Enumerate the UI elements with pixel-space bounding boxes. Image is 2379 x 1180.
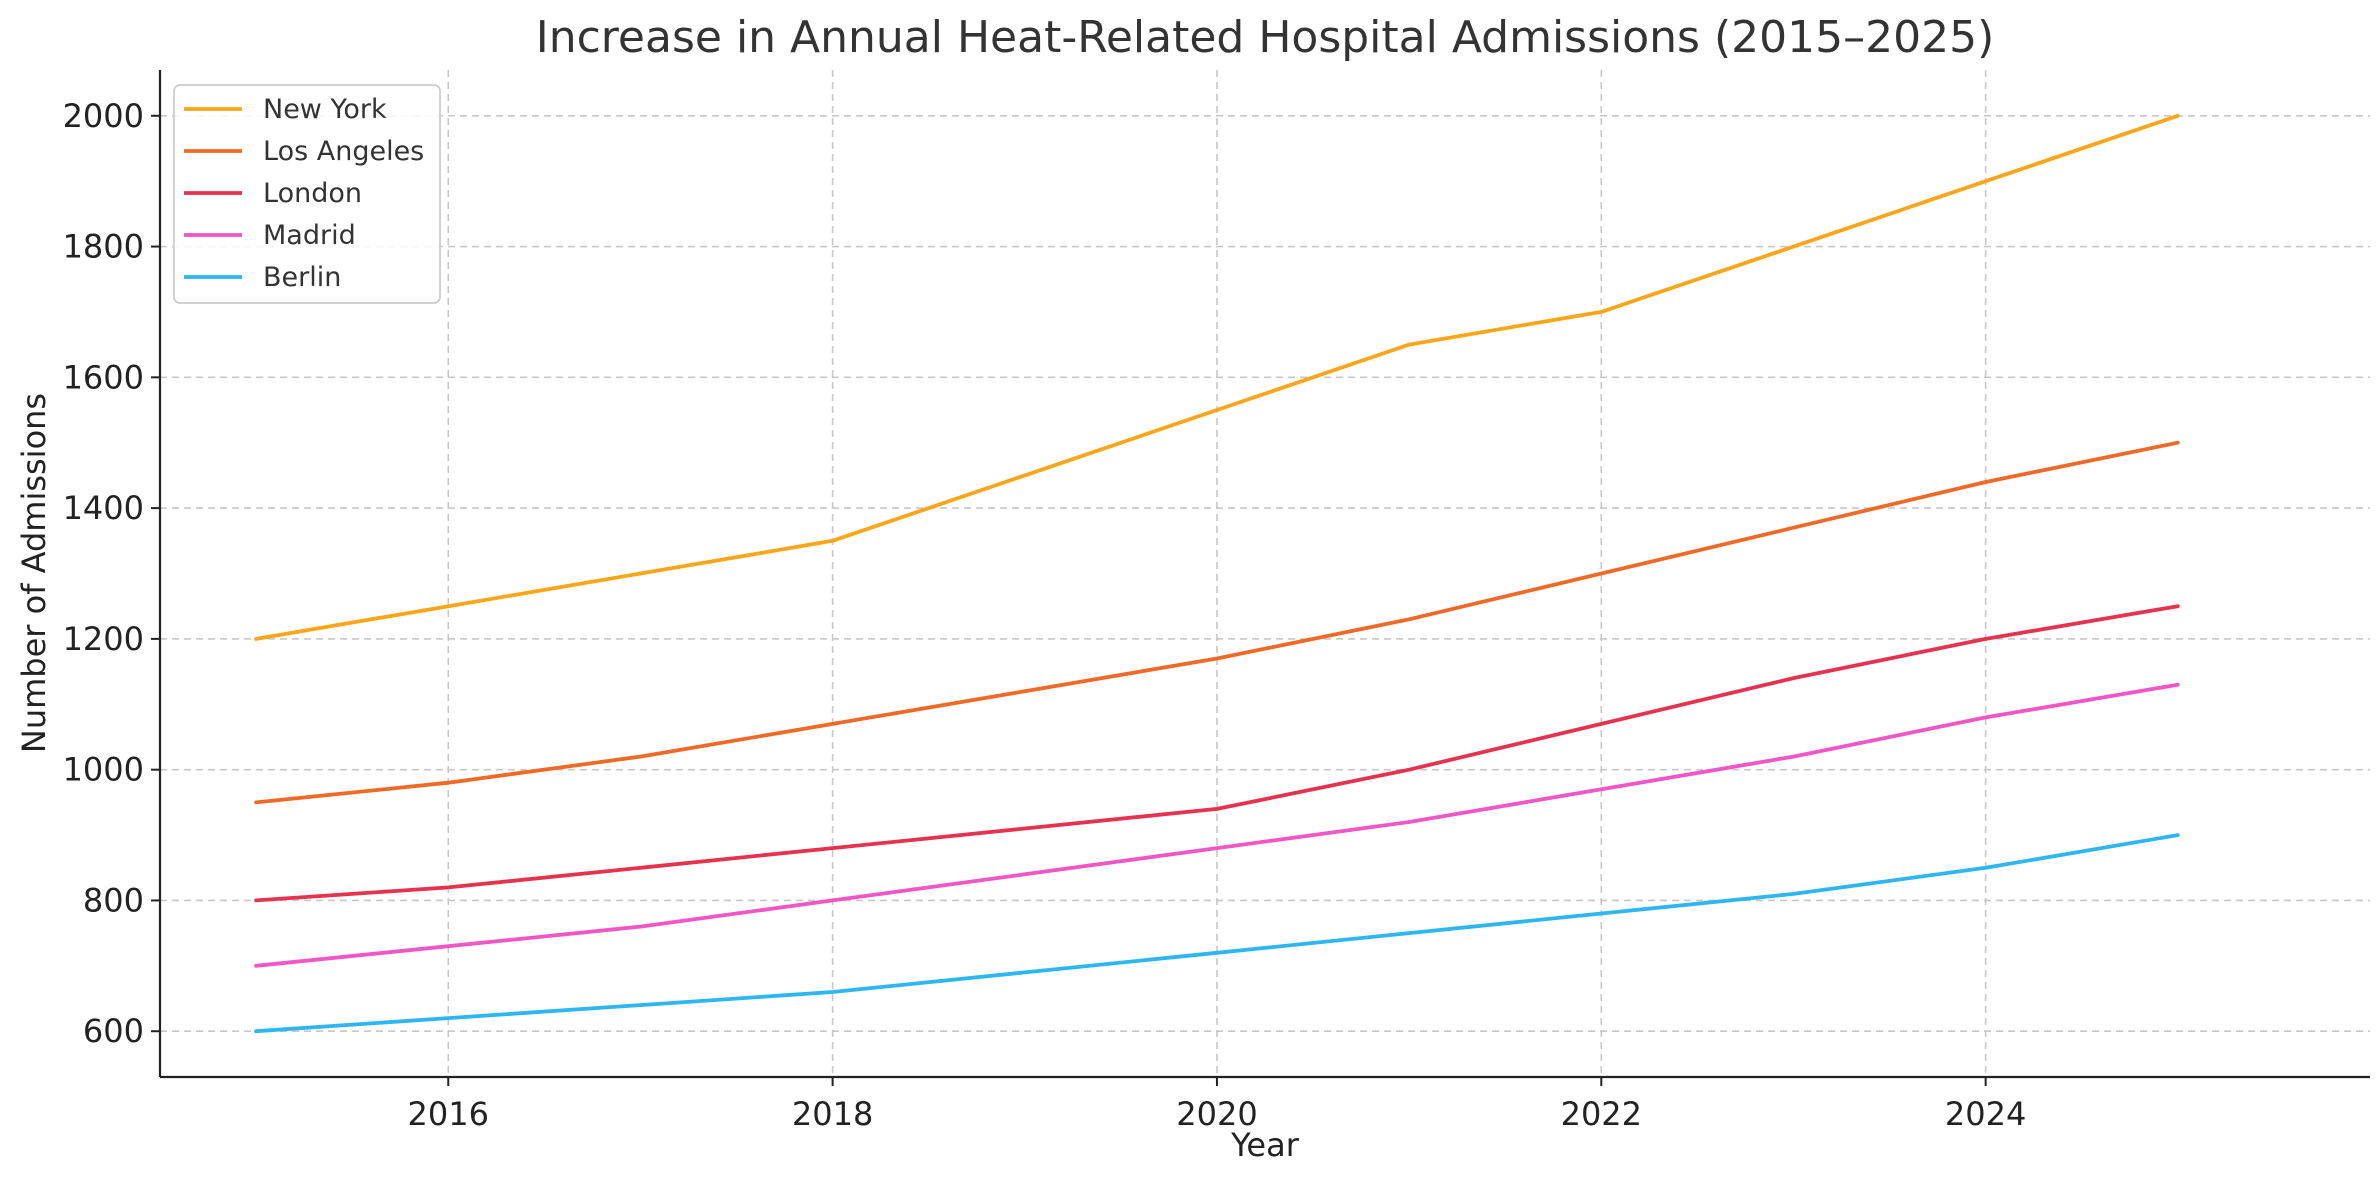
series-line-los-angeles — [254, 440, 2180, 805]
axes — [158, 70, 2370, 1079]
x-axis-label: Year — [1230, 1126, 1300, 1164]
series-line-madrid — [254, 682, 2180, 968]
legend-box — [173, 84, 441, 304]
y-tick-label: 1400 — [63, 489, 144, 527]
y-tick-label: 1000 — [63, 751, 144, 789]
grid-lines — [160, 70, 2370, 1077]
y-tick-label: 2000 — [63, 97, 144, 135]
x-tick-label: 2016 — [408, 1095, 489, 1133]
y-tick-label: 1600 — [63, 358, 144, 396]
legend-label: Berlin — [263, 262, 341, 293]
series-lines — [254, 113, 2180, 1034]
legend-item-los-angeles: Los Angeles — [184, 136, 424, 167]
legend-item-berlin: Berlin — [184, 262, 341, 293]
ticks: 2016 2018 2020 2022 2024 600 800 1000 1200 1400 16… — [63, 97, 2027, 1133]
legend-item-madrid: Madrid — [184, 220, 356, 251]
legend-label: London — [263, 178, 362, 209]
chart-title: Increase in Annual Heat-Related Hospital… — [536, 12, 1995, 63]
legend: New York Los Angeles London Madrid Berlin — [173, 84, 441, 304]
x-tick-label: 2020 — [1176, 1095, 1257, 1133]
legend-label: Los Angeles — [263, 136, 424, 167]
legend-label: Madrid — [263, 220, 356, 251]
y-tick-label: 800 — [83, 881, 144, 919]
series-line-london — [254, 604, 2180, 903]
y-tick-label: 1800 — [63, 228, 144, 266]
x-tick-label: 2024 — [1945, 1095, 2026, 1133]
legend-item-london: London — [184, 178, 362, 209]
y-tick-label: 600 — [83, 1012, 144, 1050]
series-line-berlin — [254, 833, 2180, 1034]
x-tick-label: 2018 — [792, 1095, 873, 1133]
legend-item-new-york: New York — [184, 94, 387, 125]
series-line-new-york — [254, 113, 2180, 641]
x-tick-label: 2022 — [1561, 1095, 1642, 1133]
y-tick-label: 1200 — [63, 620, 144, 658]
y-axis-label: Number of Admissions — [15, 393, 53, 753]
legend-label: New York — [263, 94, 387, 125]
